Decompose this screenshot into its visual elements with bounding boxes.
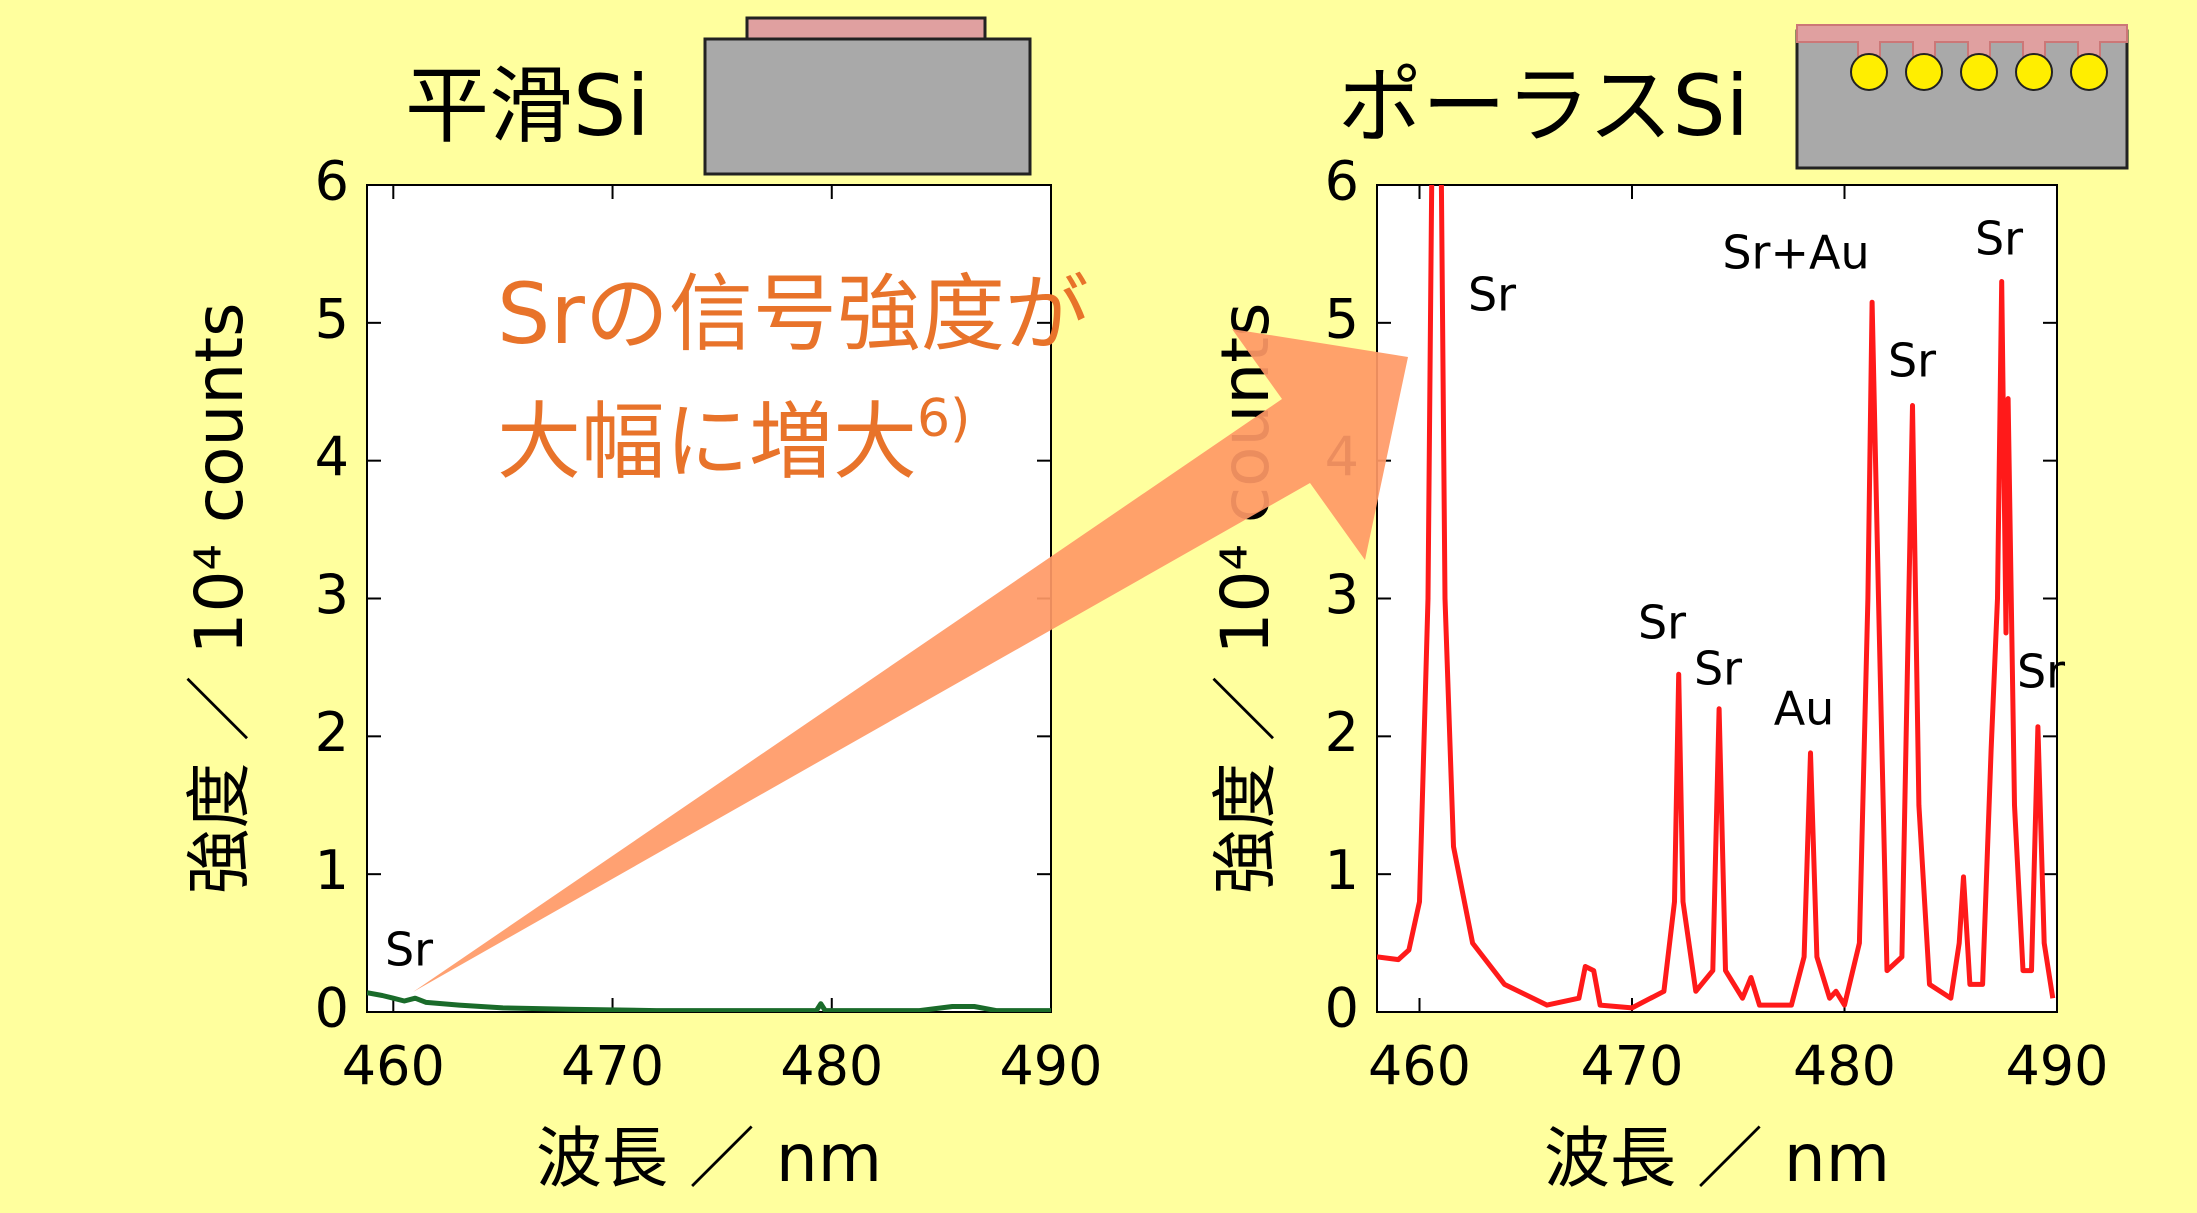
x-tick-label: 460	[1368, 1035, 1471, 1098]
y-tick-label: 0	[1325, 977, 1359, 1040]
substrate	[705, 39, 1030, 174]
peak-label: Sr	[1888, 334, 1936, 388]
y-tick-label: 6	[1325, 150, 1359, 213]
peak-label: Sr	[1694, 642, 1742, 696]
y-tick-label: 3	[315, 563, 349, 626]
y-tick-label: 0	[315, 977, 349, 1040]
y-tick-label: 5	[315, 287, 349, 350]
peak-label: Sr	[2017, 645, 2065, 699]
callout-ref: 6)	[917, 389, 970, 449]
x-tick-label: 480	[780, 1035, 883, 1098]
y-tick-label: 1	[1325, 839, 1359, 902]
y-tick-label: 5	[1325, 287, 1359, 350]
chart-title: 平滑Si	[405, 57, 650, 155]
page: 平滑Si 0 1 2 3 4 5 6 460 470 480 490 波長 ／ nm 強度 ／ 10⁴ c…	[0, 0, 2197, 1213]
x-axis-label: 波長 ／ nm	[1544, 1120, 1890, 1197]
callout-line: 大幅に増大6)	[497, 389, 970, 491]
y-tick-label: 3	[1325, 563, 1359, 626]
callout-line: Srの信号強度が	[497, 265, 1089, 363]
x-tick-label: 470	[1580, 1035, 1683, 1098]
slide: 平滑Si 0 1 2 3 4 5 6 460 470 480 490 波長 ／ nm 強度 ／ 10⁴ c…	[0, 0, 2197, 1213]
y-tick-label: 1	[315, 839, 349, 902]
y-tick-label: 2	[315, 701, 349, 764]
peak-label: Sr	[1468, 268, 1516, 322]
peak-label: Sr	[1638, 596, 1686, 650]
x-axis-label: 波長 ／ nm	[536, 1120, 882, 1197]
peak-label: Au	[1774, 682, 1835, 736]
peak-label: Sr+Au	[1722, 226, 1869, 280]
peak-label: Sr	[1975, 212, 2023, 266]
x-tick-label: 460	[342, 1035, 445, 1098]
y-tick-label: 6	[315, 150, 349, 213]
x-tick-label: 490	[2005, 1035, 2108, 1098]
y-axis-label: 強度 ／ 10⁴ counts	[1207, 303, 1284, 895]
film	[747, 18, 985, 39]
peak-label: Sr	[385, 923, 433, 977]
x-tick-label: 470	[561, 1035, 664, 1098]
x-tick-label: 480	[1793, 1035, 1896, 1098]
y-axis-label: 強度 ／ 10⁴ counts	[181, 303, 258, 895]
chart-title: ポーラスSi	[1338, 57, 1749, 155]
x-tick-label: 490	[999, 1035, 1102, 1098]
y-tick-label: 2	[1325, 701, 1359, 764]
callout-text: 大幅に増大	[497, 393, 917, 491]
y-tick-label: 4	[315, 425, 349, 488]
